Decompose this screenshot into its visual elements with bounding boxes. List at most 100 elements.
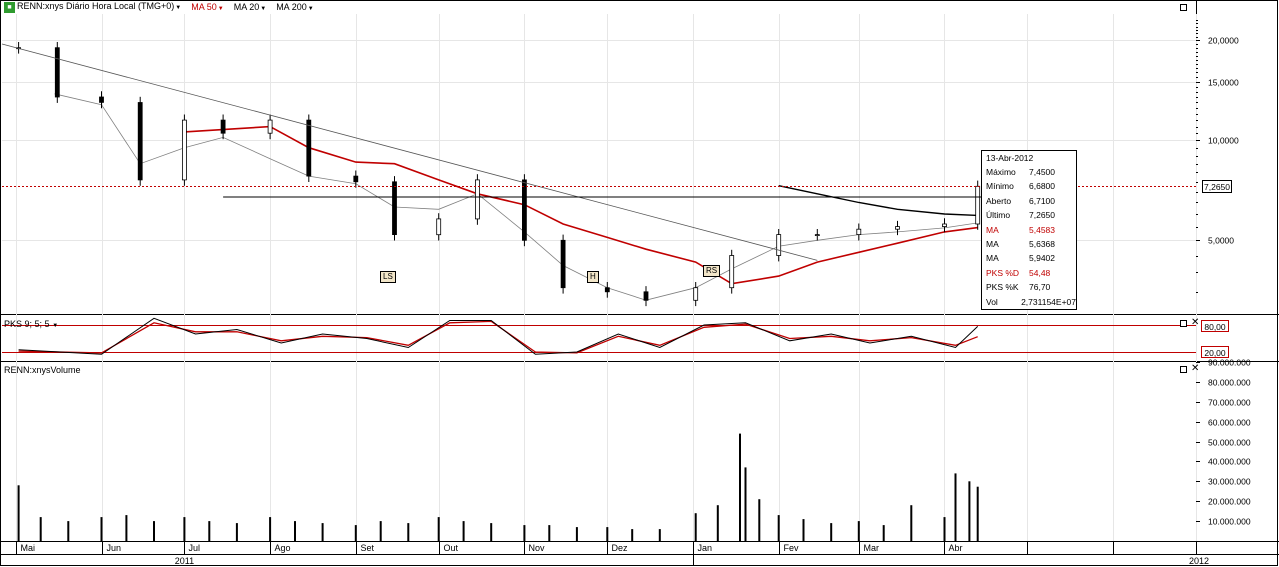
dropdown-caret-icon: ▼ (307, 6, 314, 12)
maximize-volume-button[interactable] (1180, 366, 1187, 373)
price-tick-label: 15,0000 (1208, 78, 1239, 88)
data-window-key: MA (986, 253, 999, 264)
data-window-value: 7,4500 (1029, 167, 1055, 177)
price-bar-body (306, 119, 312, 177)
data-window-key: MA (986, 238, 999, 249)
maximize-price-panel-button[interactable] (1180, 4, 1187, 11)
price-tick-label: 20,0000 (1208, 36, 1239, 46)
price-bar-body (267, 119, 273, 134)
data-window-row: MA 5,9402 (982, 251, 1076, 265)
data-window-row: Aberto 6,7100 (982, 194, 1076, 208)
volume-bar (462, 521, 465, 541)
price-bar-body (856, 228, 862, 235)
volume-tick-label: 90.000.000 (1208, 358, 1251, 368)
price-bar-body (729, 255, 735, 289)
volume-bar (716, 505, 719, 541)
data-window-value: 54,48 (1029, 267, 1051, 278)
price-tick-label: 5,0000 (1208, 236, 1234, 246)
volume-bar (758, 499, 761, 541)
osc-upper-level-tag: 80,00 (1201, 320, 1229, 332)
price-bar-body (181, 119, 187, 181)
price-bar-body (474, 179, 480, 220)
price-bar-body (895, 226, 900, 230)
price-bar-body (392, 181, 397, 236)
ma-50-line (184, 125, 978, 285)
volume-bar (739, 433, 741, 541)
month-tick-label: Fev (784, 543, 800, 553)
ma-200-line (778, 185, 978, 217)
volume-bar (523, 525, 526, 541)
ma-20-label: MA 20 (233, 2, 260, 12)
volume-bar (490, 523, 493, 541)
month-tick-label: Out (444, 543, 459, 553)
volume-bar (658, 529, 661, 541)
volume-bar (976, 486, 979, 541)
data-window-value: 2,731154E+07 (1021, 296, 1076, 307)
data-window-key: Último (986, 210, 1011, 221)
volume-bar (235, 523, 238, 541)
volume-layer (17, 433, 979, 541)
month-tick-label: Ago (275, 543, 291, 553)
volume-tick-label: 60.000.000 (1208, 418, 1251, 428)
price-bar-body (522, 179, 527, 241)
osc-lower-level-tag: 20,00 (1201, 346, 1229, 358)
volume-bar (857, 521, 860, 541)
ma-50-label: MA 50 (191, 2, 217, 12)
data-window-rows: Máximo 7,4500 Mínimo 6,6800 Aberto 6,7100 Últi… (982, 165, 1076, 309)
volume-bar (968, 481, 971, 541)
data-window-value: 6,6800 (1029, 181, 1055, 192)
volume-tick-label: 40.000.000 (1208, 457, 1251, 467)
volume-bar (269, 517, 272, 541)
ma-200-label: MA 200 (276, 2, 307, 12)
volume-bar (183, 517, 186, 541)
data-window-key: PKS %D (986, 267, 1020, 278)
volume-bar (830, 523, 833, 541)
close-oscillator-icon[interactable]: ✕ (1191, 317, 1200, 328)
axis-layer: Mai Jun Jul Ago Set Out Nov Dez Jan Fev Mar Abr 2011… (16, 20, 1251, 566)
symbol-menu[interactable]: ■ RENN:xnys Diário Hora Local (TMG+0)▼ (4, 1, 181, 13)
volume-bar (67, 521, 70, 541)
month-tick-label: Dez (612, 543, 629, 553)
data-window-row: PKS %D 54,48 (982, 266, 1076, 280)
oscillator-label: PKS 9; 5; 5 (4, 319, 50, 329)
data-window-row: Mínimo 6,6800 (982, 179, 1076, 193)
ma-200-menu[interactable]: MA 200▼ (276, 2, 313, 12)
month-tick-label: Mar (864, 543, 880, 553)
year-label: 2011 (175, 556, 194, 566)
pattern-label-rs: RS (703, 265, 721, 277)
data-window-value: 6,7100 (1029, 195, 1055, 206)
data-window-key: Aberto (986, 195, 1012, 206)
data-window-value: 5,9402 (1029, 253, 1055, 264)
volume-bar (379, 521, 382, 541)
price-bar-body (54, 47, 60, 98)
price-bar-body (975, 185, 981, 225)
data-window-row: PKS %K 76,70 (982, 280, 1076, 294)
oscillator-layer (2, 317, 1196, 355)
volume-bar (354, 525, 357, 541)
price-bar-body (560, 239, 566, 289)
data-window-row: MA 5,4583 (982, 223, 1076, 237)
oscillator-menu[interactable]: PKS 9; 5; 5 ▼ (4, 319, 58, 329)
volume-bar (694, 513, 697, 541)
data-window-date: 13-Abr-2012 (986, 153, 1034, 163)
close-volume-icon[interactable]: ✕ (1191, 363, 1200, 374)
month-tick-label: Set (361, 543, 375, 553)
data-window-row: Último 7,2650 (982, 208, 1076, 222)
ma-50-menu[interactable]: MA 50▼ (191, 2, 223, 12)
data-window-key: Vol (986, 296, 998, 307)
price-bar-body (353, 175, 359, 183)
volume-bar (321, 523, 324, 541)
chart-app-icon: ■ (4, 2, 15, 13)
last-price-tag: 7,2650 (1202, 180, 1232, 193)
ma-20-menu[interactable]: MA 20▼ (234, 2, 266, 12)
data-window-row: MA 5,6368 (982, 237, 1076, 251)
maximize-oscillator-button[interactable] (1180, 320, 1187, 327)
data-window-key: Máximo (986, 167, 1016, 177)
price-bar-body (604, 287, 610, 293)
price-bar-body (776, 234, 782, 256)
price-bar-body (643, 291, 649, 301)
volume-bar (100, 517, 103, 541)
